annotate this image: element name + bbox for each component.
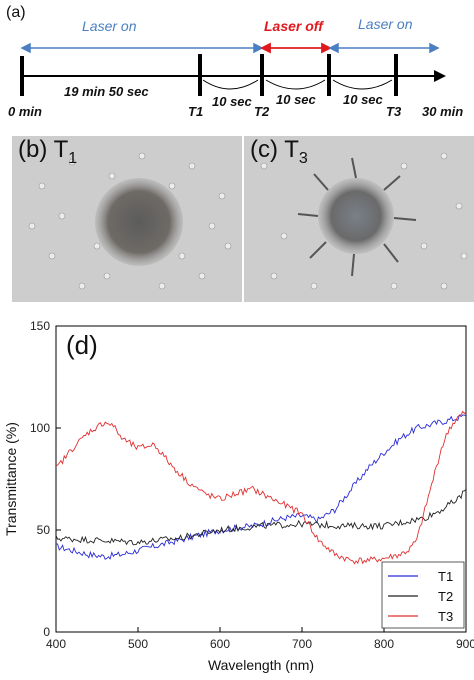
- interval-4-label: 10 sec: [343, 92, 383, 107]
- interval-2-label: 10 sec: [212, 94, 252, 109]
- y-tick-label: 100: [30, 421, 50, 435]
- laser-on-right-arrow: [328, 42, 440, 54]
- micrograph-t3: (c) T3: [244, 136, 474, 302]
- plot-frame: [55, 325, 467, 633]
- interval-1-label: 19 min 50 sec: [64, 84, 149, 99]
- micrograph-t1: (b) T1: [12, 136, 242, 302]
- y-tick-label: 150: [30, 319, 50, 333]
- time-axis: [20, 54, 446, 96]
- timeline-diagram: [20, 42, 446, 96]
- t1-label: T1: [188, 104, 204, 119]
- start-time-label: 0 min: [8, 104, 42, 119]
- series-line-t3: [55, 410, 467, 565]
- y-tick-label: 0: [43, 625, 50, 639]
- legend-label-t1: T1: [438, 569, 453, 584]
- y-tick-label: 50: [37, 523, 51, 537]
- panel-a-label: (a): [6, 4, 26, 21]
- panel-a-timeline: (a): [0, 0, 474, 130]
- micrograph-t1-image: [12, 136, 242, 302]
- legend-box: [381, 561, 465, 629]
- legend-label-t2: T2: [438, 589, 453, 604]
- x-tick-label: 400: [46, 637, 66, 651]
- x-axis-label: Wavelength (nm): [208, 657, 314, 673]
- laser-on-left-label: Laser on: [82, 18, 137, 34]
- x-tick-label: 900: [456, 637, 474, 651]
- end-time-label: 30 min: [422, 104, 464, 119]
- laser-off-arrow: [259, 42, 333, 54]
- series-line-t2: [55, 488, 467, 546]
- y-axis-label: Transmittance (%): [3, 422, 19, 536]
- x-tick-label: 800: [374, 637, 394, 651]
- laser-on-left-arrow: [20, 42, 264, 54]
- x-tick-label: 600: [210, 637, 230, 651]
- x-tick-label: 500: [128, 637, 148, 651]
- micrograph-t1-label: (b) T1: [18, 136, 78, 167]
- panel-d-label: (d): [66, 330, 98, 360]
- transmittance-chart: 0 50 100 150 400 500 600 700 800 900 Wavelength (n…: [3, 319, 474, 673]
- laser-off-label: Laser off: [264, 18, 323, 34]
- legend-label-t3: T3: [438, 609, 453, 624]
- interval-3-label: 10 sec: [276, 92, 316, 107]
- x-tick-label: 700: [292, 637, 312, 651]
- t3-label: T3: [386, 104, 402, 119]
- t2-label: T2: [254, 104, 270, 119]
- series-line-t1: [55, 414, 467, 560]
- micrograph-t3-label: (c) T3: [250, 136, 308, 167]
- micrograph-t3-image: [244, 136, 474, 302]
- laser-on-right-label: Laser on: [358, 16, 413, 32]
